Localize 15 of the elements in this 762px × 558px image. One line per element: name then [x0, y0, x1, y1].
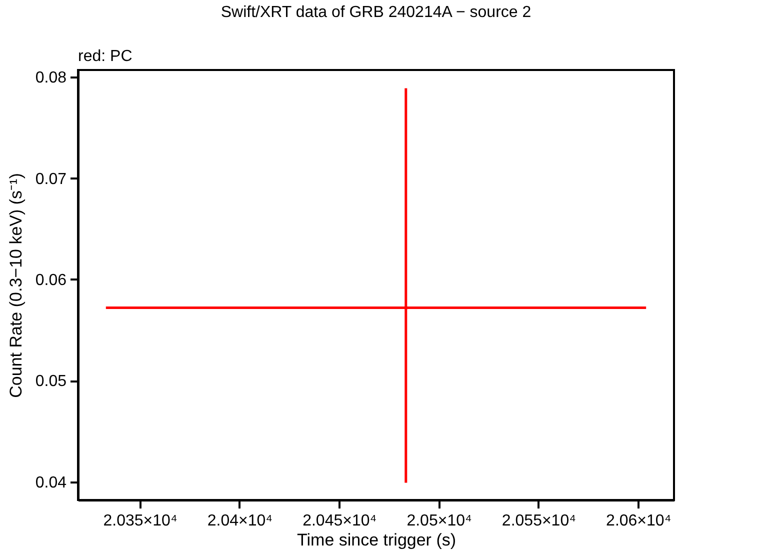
- x-axis-title: Time since trigger (s): [296, 530, 456, 550]
- y-tick-label: 0.08: [35, 70, 67, 87]
- x-tick-label: 2.045×10⁴: [302, 512, 377, 530]
- y-axis-title: Count Rate (0.3−10 keV) (s⁻¹): [6, 173, 26, 398]
- text: red: PC: [78, 48, 132, 65]
- y-tick-label: 0.04: [35, 474, 67, 492]
- x-tick-label: 2.06×10⁴: [606, 512, 672, 530]
- y-tick-label: 0.06: [35, 272, 67, 289]
- x-tick-label: 2.035×10⁴: [103, 512, 178, 530]
- x-tick-label: 2.04×10⁴: [207, 512, 273, 530]
- chart-title: Swift/XRT data of GRB 240214A − source 2: [220, 4, 532, 21]
- x-tick-label: 2.055×10⁴: [502, 512, 576, 530]
- y-tick-label: 0.05: [35, 373, 67, 390]
- x-tick-label: 2.05×10⁴: [406, 512, 472, 530]
- y-tick-label: 0.07: [35, 170, 67, 188]
